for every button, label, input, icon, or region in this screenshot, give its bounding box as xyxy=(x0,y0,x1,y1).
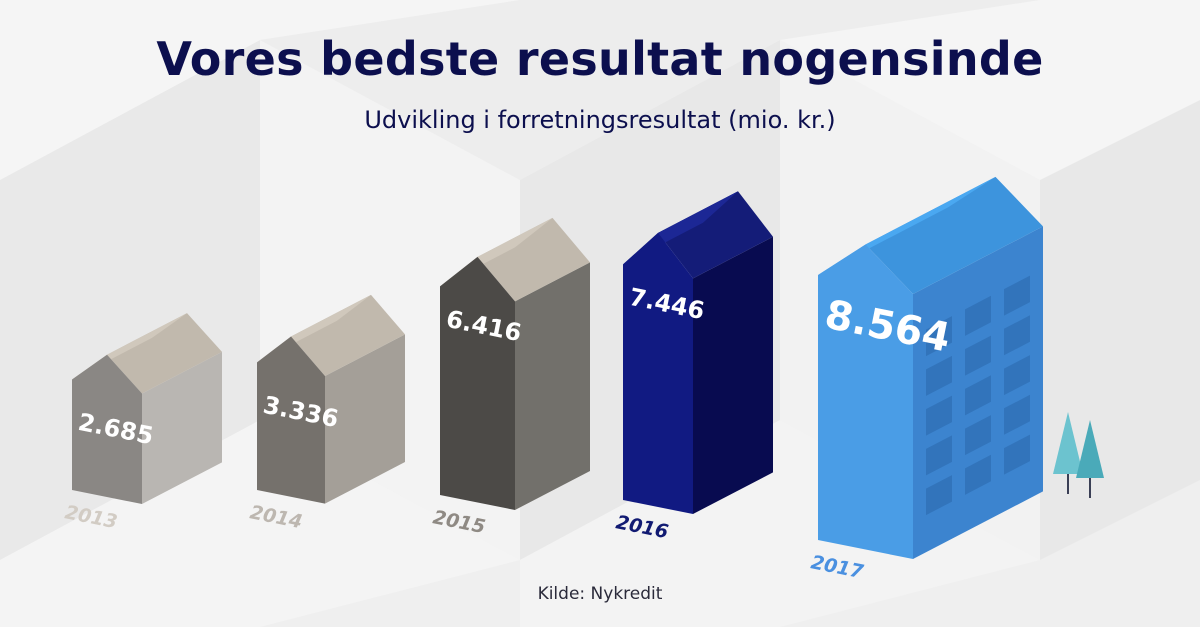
window xyxy=(965,335,991,376)
window xyxy=(926,395,952,436)
building-side-2013 xyxy=(142,351,222,504)
building-side-2016 xyxy=(693,236,773,515)
window xyxy=(965,454,991,495)
building-side-2014 xyxy=(325,334,405,504)
page-subtitle: Udvikling i forretningsresultat (mio. kr… xyxy=(364,106,836,134)
window xyxy=(965,375,991,416)
tree-icon xyxy=(1053,412,1083,474)
year-label-2014: 2014 xyxy=(248,501,304,533)
tree-icon xyxy=(1076,420,1104,478)
window xyxy=(1004,315,1030,356)
building-roof-back-2017 xyxy=(865,176,1043,294)
window xyxy=(965,295,991,336)
building-front-2016 xyxy=(623,232,693,514)
building-windows xyxy=(926,275,1030,516)
window xyxy=(926,475,952,516)
building-roof-back-2013 xyxy=(107,313,222,394)
window xyxy=(1004,394,1030,435)
window xyxy=(926,435,952,476)
building-roof-back-2015 xyxy=(477,217,590,302)
building-front-2015 xyxy=(440,256,515,510)
building-front-2014 xyxy=(257,336,325,504)
window xyxy=(965,415,991,456)
page-title: Vores bedste resultat nogensinde xyxy=(156,32,1044,86)
window xyxy=(1004,434,1030,475)
building-side-2015 xyxy=(515,262,590,510)
building-front-2017 xyxy=(818,244,913,559)
year-label-2013: 2013 xyxy=(63,501,119,533)
building-roof-back-2016 xyxy=(658,191,773,279)
source-note: Kilde: Nykredit xyxy=(537,584,663,604)
year-label-2015: 2015 xyxy=(431,506,487,538)
window xyxy=(1004,355,1030,396)
window xyxy=(926,355,952,396)
trees-decoration xyxy=(1053,412,1104,498)
year-label-2016: 2016 xyxy=(614,511,670,543)
building-roof-back-2014 xyxy=(291,294,405,376)
year-label-2017: 2017 xyxy=(809,551,866,583)
window xyxy=(926,316,952,357)
window xyxy=(1004,275,1030,316)
building-front-2013 xyxy=(72,354,142,504)
